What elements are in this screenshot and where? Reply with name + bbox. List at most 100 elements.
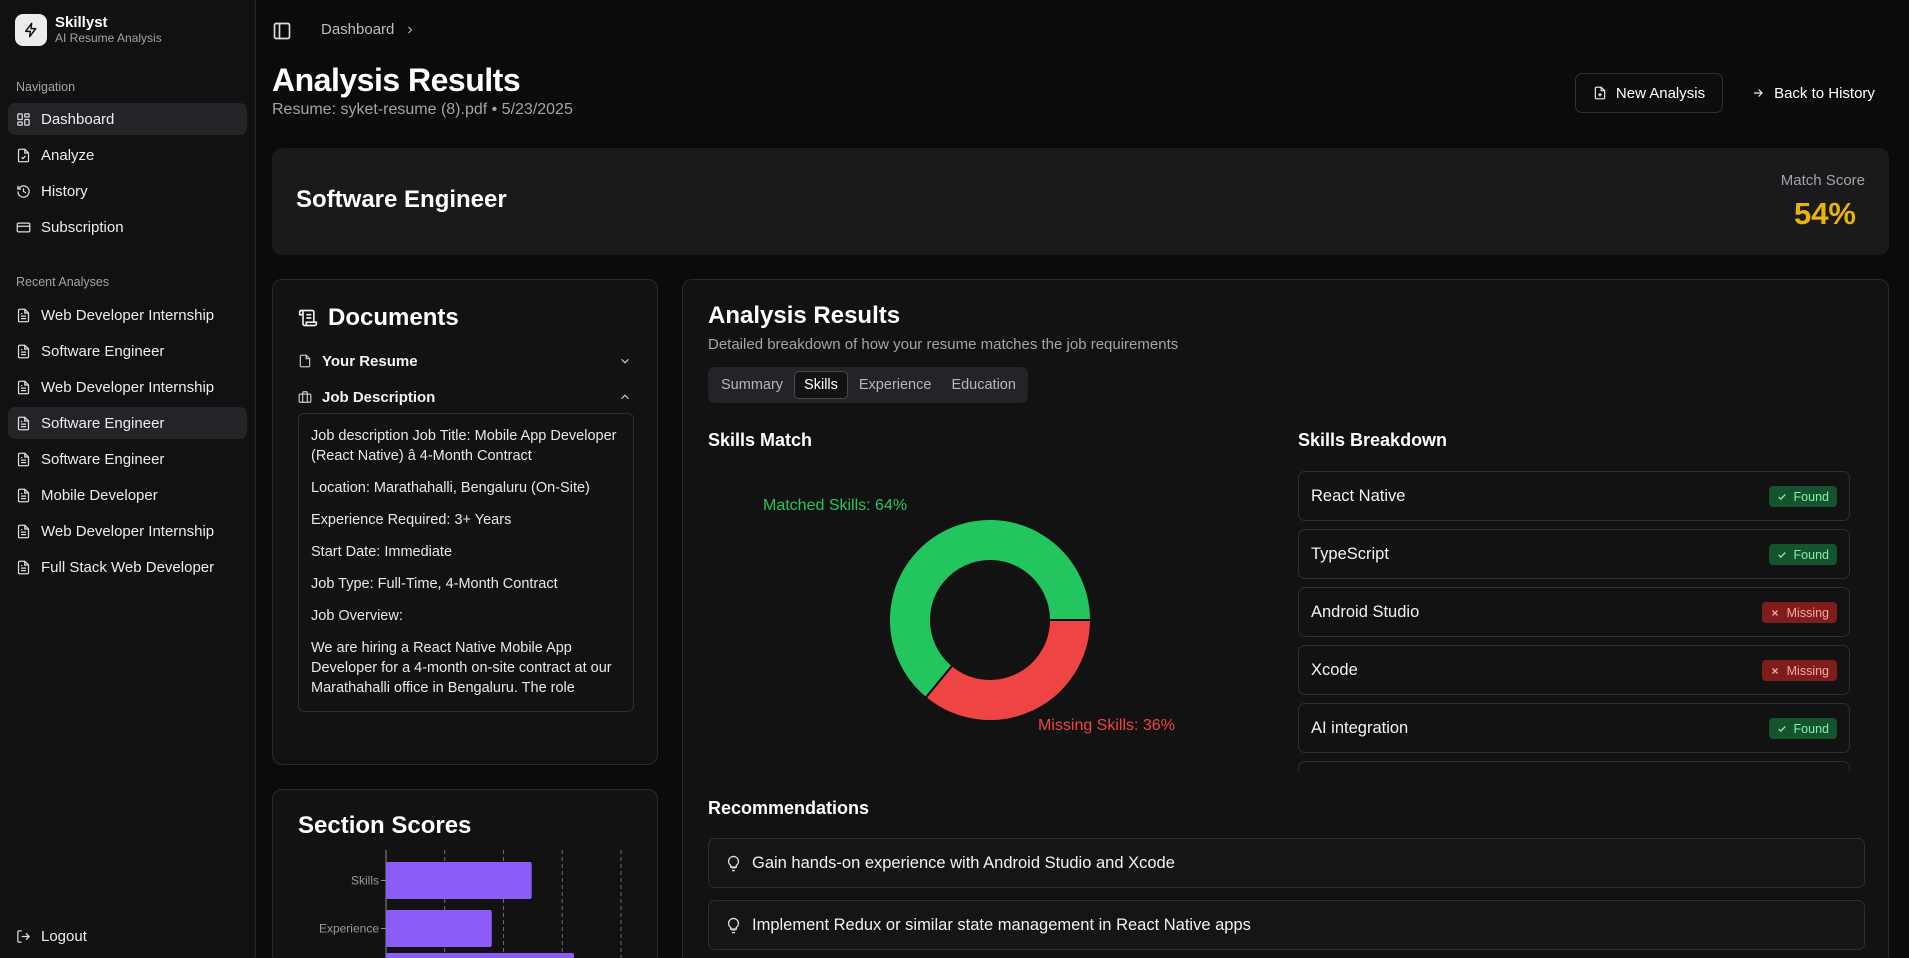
sidebar-item-subscription[interactable]: Subscription (8, 211, 247, 243)
file-text-icon (17, 308, 30, 322)
lightbulb-icon (727, 855, 740, 871)
tab-skills[interactable]: Skills (794, 371, 848, 399)
accordion-job-description[interactable]: Job Description (298, 385, 634, 409)
file-plus-icon (1594, 86, 1606, 100)
file-text-icon (17, 524, 30, 538)
match-score-label: Match Score (1780, 172, 1865, 189)
recent-analysis-label: Software Engineer (41, 414, 165, 432)
recommendation-item: Implement Redux or similar state managem… (708, 900, 1865, 950)
briefcase-icon (298, 391, 312, 403)
tab-summary[interactable]: Summary (721, 377, 784, 393)
recent-analysis-item[interactable]: Full Stack Web Developer (8, 551, 247, 583)
documents-heading: Documents (298, 304, 459, 332)
lightbulb-icon (727, 917, 740, 933)
recent-analysis-item[interactable]: Mobile Developer (8, 479, 247, 511)
accordion-your-resume[interactable]: Your Resume (298, 349, 634, 373)
jd-paragraph: Job Type: Full-Time, 4-Month Contract (311, 576, 558, 592)
recent-analysis-item[interactable]: Web Developer Internship (8, 371, 247, 403)
sidebar-item-history[interactable]: History (8, 175, 247, 207)
recent-analysis-label: Web Developer Internship (41, 522, 215, 540)
chevron-down-icon (621, 358, 629, 364)
status-badge-label: Found (1793, 721, 1829, 736)
bar-partial (386, 953, 574, 958)
recent-analysis-item[interactable]: Software Engineer (8, 335, 247, 367)
x-icon (1771, 609, 1778, 616)
accordion-label: Job Description (322, 388, 436, 406)
app-tagline: AI Resume Analysis (55, 31, 162, 45)
file-text-icon (17, 416, 30, 430)
file-text-icon (17, 380, 30, 394)
check-icon (1777, 725, 1786, 732)
file-icon (17, 148, 30, 162)
app-name: Skillyst (55, 14, 108, 31)
jd-paragraph: We are hiring a React Native Mobile App … (311, 640, 612, 696)
recent-analysis-item[interactable]: Web Developer Internship (8, 515, 247, 547)
sidebar-item-label: Subscription (41, 218, 124, 236)
skill-item: AI integration Found (1298, 703, 1850, 753)
y-tick-label: Skills (351, 874, 379, 888)
skill-item-partial (1298, 761, 1850, 771)
sidebar-item-analyze[interactable]: Analyze (8, 139, 247, 171)
file-text-icon (17, 452, 30, 466)
sidebar-toggle-button[interactable] (272, 21, 292, 41)
sidebar-item-dashboard[interactable]: Dashboard (8, 103, 247, 135)
recent-analysis-item[interactable]: Software Engineer (8, 407, 247, 439)
donut-slice-missing-skills (924, 619, 1093, 722)
tab-education[interactable]: Education (951, 377, 1016, 393)
nav-group-label: Navigation (16, 80, 76, 94)
status-badge: Found (1768, 544, 1837, 565)
recent-analysis-item[interactable]: Software Engineer (8, 443, 247, 475)
page-title: Analysis Results (272, 62, 521, 98)
breadcrumb-dashboard-link[interactable]: Dashboard (321, 21, 395, 38)
recent-analysis-label: Web Developer Internship (41, 378, 215, 396)
logout-button[interactable]: Logout (8, 920, 247, 952)
sidebar: Skillyst AI Resume Analysis Navigation D… (0, 0, 256, 958)
zap-icon (15, 14, 47, 46)
skill-item: React Native Found (1298, 471, 1850, 521)
skills-breakdown-title: Skills Breakdown (1298, 430, 1448, 450)
jd-paragraph: Start Date: Immediate (311, 544, 453, 560)
history-icon (17, 184, 30, 198)
recent-analysis-label: Software Engineer (41, 342, 165, 360)
donut-slice-matched-skills (888, 518, 1093, 700)
jd-paragraph: Job description Job Title: Mobile App De… (311, 428, 617, 464)
sidebar-item-label: Analyze (41, 146, 95, 164)
check-icon (1777, 551, 1786, 558)
skills-breakdown-list[interactable]: React Native Found TypeScript Found Andr… (1298, 471, 1850, 771)
status-badge: Missing (1761, 660, 1837, 681)
donut-label-matched: Matched Skills: 64% (763, 497, 907, 514)
status-badge: Missing (1761, 602, 1837, 623)
analysis-title: Analysis Results (708, 302, 901, 329)
skill-item: Xcode Missing (1298, 645, 1850, 695)
recent-analysis-item[interactable]: Web Developer Internship (8, 299, 247, 331)
recent-analysis-label: Software Engineer (41, 450, 165, 468)
arrow-right-icon (1753, 89, 1763, 97)
skills-match-title: Skills Match (708, 430, 813, 450)
tab-experience[interactable]: Experience (858, 377, 932, 393)
recommendation-text: Implement Redux or similar state managem… (752, 915, 1251, 934)
back-to-history-label: Back to History (1774, 84, 1875, 102)
brand[interactable]: Skillyst AI Resume Analysis (15, 14, 162, 46)
x-icon (1771, 667, 1778, 674)
skill-name: React Native (1311, 486, 1406, 505)
new-analysis-button[interactable]: New Analysis (1575, 73, 1723, 113)
y-tick-label: Experience (319, 922, 379, 936)
scroll-icon (298, 309, 318, 327)
job-description-text[interactable]: Job description Job Title: Mobile App De… (298, 413, 634, 712)
recent-group-label: Recent Analyses (16, 275, 110, 289)
status-badge-label: Found (1793, 547, 1829, 562)
documents-card: Documents Your Resume Job Description Jo… (272, 279, 658, 765)
logout-icon (17, 929, 31, 943)
status-badge: Found (1768, 486, 1837, 507)
skill-name: Android Studio (1311, 602, 1420, 621)
credit-card-icon (16, 222, 31, 232)
recent-analysis-label: Full Stack Web Developer (41, 558, 215, 576)
check-icon (1777, 493, 1786, 500)
panel-left-icon (273, 22, 291, 40)
back-to-history-button[interactable]: Back to History (1738, 73, 1888, 113)
analysis-tabs: Summary Skills Experience Education (708, 367, 1028, 403)
file-text-icon (17, 488, 30, 502)
sidebar-item-label: History (41, 182, 88, 200)
bar-skills (386, 862, 532, 899)
job-title: Software Engineer (296, 186, 507, 213)
